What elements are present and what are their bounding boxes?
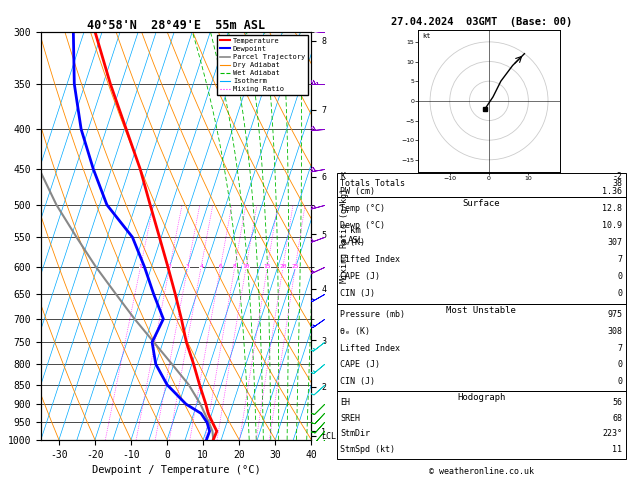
Text: 20: 20 [279, 264, 287, 269]
Text: 12.8: 12.8 [602, 204, 622, 213]
Text: Totals Totals: Totals Totals [340, 179, 405, 189]
Text: 7: 7 [617, 344, 622, 353]
Text: 223°: 223° [602, 430, 622, 438]
Text: 1.36: 1.36 [602, 187, 622, 196]
Text: 7: 7 [617, 255, 622, 264]
Text: CAPE (J): CAPE (J) [340, 272, 381, 281]
Text: Lifted Index: Lifted Index [340, 255, 400, 264]
Y-axis label: hPa: hPa [0, 226, 2, 246]
Text: 68: 68 [612, 414, 622, 422]
Text: θₑ (K): θₑ (K) [340, 327, 370, 336]
Text: 2: 2 [168, 264, 172, 269]
Text: 8: 8 [233, 264, 237, 269]
Text: 3: 3 [186, 264, 190, 269]
Text: Dewp (°C): Dewp (°C) [340, 221, 386, 230]
Text: CIN (J): CIN (J) [340, 289, 376, 298]
Text: 25: 25 [292, 264, 299, 269]
Text: 27.04.2024  03GMT  (Base: 00): 27.04.2024 03GMT (Base: 00) [391, 17, 572, 27]
Text: Hodograph: Hodograph [457, 393, 505, 402]
Text: PW (cm): PW (cm) [340, 187, 376, 196]
Text: 308: 308 [607, 327, 622, 336]
Text: CAPE (J): CAPE (J) [340, 360, 381, 369]
Text: 6: 6 [219, 264, 223, 269]
Text: K: K [340, 172, 345, 181]
Text: 10: 10 [242, 264, 250, 269]
Text: SREH: SREH [340, 414, 360, 422]
Text: θₑ(K): θₑ(K) [340, 238, 365, 247]
Text: 56: 56 [612, 398, 622, 407]
Text: 0: 0 [617, 289, 622, 298]
Text: 4: 4 [199, 264, 203, 269]
Text: EH: EH [340, 398, 350, 407]
Title: 40°58'N  28°49'E  55m ASL: 40°58'N 28°49'E 55m ASL [87, 18, 265, 32]
X-axis label: Dewpoint / Temperature (°C): Dewpoint / Temperature (°C) [92, 465, 260, 475]
Text: Temp (°C): Temp (°C) [340, 204, 386, 213]
Y-axis label: km
ASL: km ASL [347, 226, 364, 245]
Text: 11: 11 [612, 445, 622, 454]
Text: -2: -2 [612, 172, 622, 181]
Text: kt: kt [422, 33, 431, 39]
Text: 0: 0 [617, 360, 622, 369]
Text: 38: 38 [612, 179, 622, 189]
Text: 15: 15 [264, 264, 271, 269]
Text: Lifted Index: Lifted Index [340, 344, 400, 353]
Text: Most Unstable: Most Unstable [446, 306, 516, 315]
Text: 975: 975 [607, 311, 622, 319]
Text: Pressure (mb): Pressure (mb) [340, 311, 405, 319]
Text: Mixing Ratio (g/kg): Mixing Ratio (g/kg) [340, 188, 348, 283]
Text: 307: 307 [607, 238, 622, 247]
Text: 0: 0 [617, 377, 622, 386]
Text: 0: 0 [617, 272, 622, 281]
Text: Surface: Surface [462, 199, 500, 208]
Text: © weatheronline.co.uk: © weatheronline.co.uk [429, 467, 533, 476]
Text: StmDir: StmDir [340, 430, 370, 438]
Legend: Temperature, Dewpoint, Parcel Trajectory, Dry Adiabat, Wet Adiabat, Isotherm, Mi: Temperature, Dewpoint, Parcel Trajectory… [217, 35, 308, 95]
Text: 10.9: 10.9 [602, 221, 622, 230]
Text: CIN (J): CIN (J) [340, 377, 376, 386]
Text: StmSpd (kt): StmSpd (kt) [340, 445, 395, 454]
Text: 1: 1 [139, 264, 143, 269]
